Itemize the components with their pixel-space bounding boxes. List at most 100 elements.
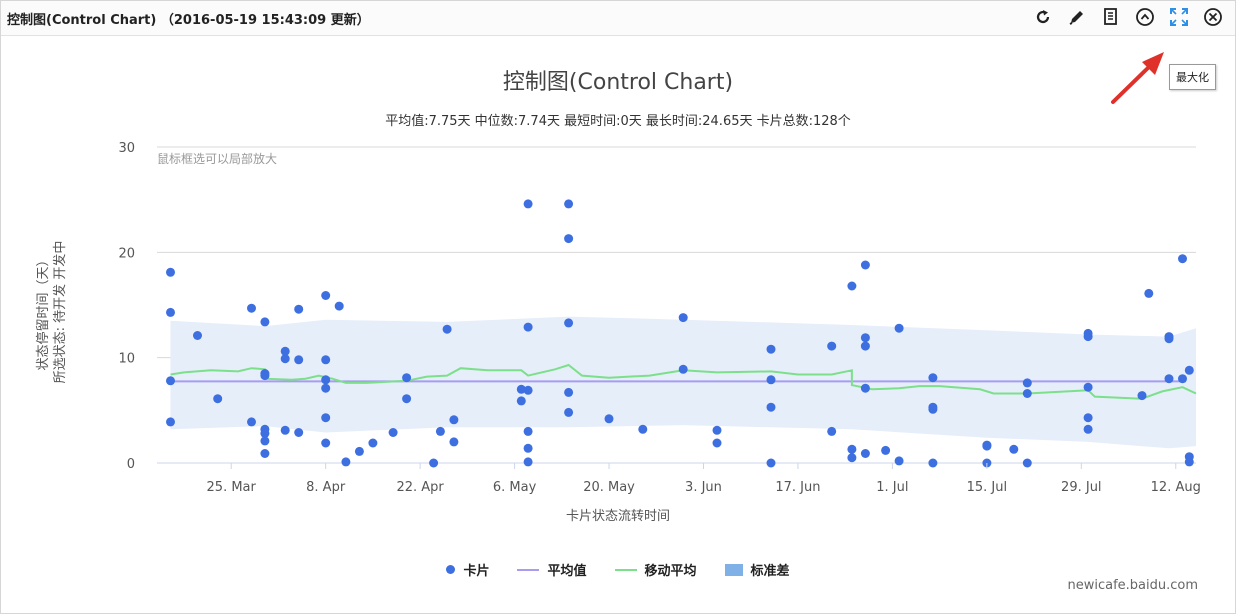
data-point [1009, 444, 1019, 454]
data-point [847, 444, 857, 454]
data-point [1164, 334, 1174, 344]
legend-box-icon [724, 563, 743, 576]
data-point [564, 199, 574, 209]
data-point [847, 453, 857, 463]
legend-line-icon [517, 568, 540, 571]
data-point [442, 324, 452, 334]
edit-icon[interactable] [1065, 5, 1089, 29]
data-point [166, 267, 175, 277]
data-point [1083, 332, 1093, 342]
legend-label-cards: 卡片 [463, 564, 490, 579]
data-point [1083, 382, 1093, 392]
data-point [928, 458, 938, 468]
data-point [321, 291, 331, 300]
data-point [894, 323, 904, 333]
data-point [166, 307, 175, 317]
x-tick-label: 29. Jul [1061, 480, 1102, 495]
legend-item-mean[interactable]: 平均值 [517, 560, 587, 579]
document-icon[interactable] [1099, 5, 1123, 29]
x-tick-label: 15. Jul [967, 480, 1008, 495]
legend-item-cards[interactable]: 卡片 [446, 560, 489, 579]
legend-label-stddev: 标准差 [750, 564, 790, 579]
data-point [280, 346, 290, 356]
y-axis-label-line-1: 状态停留时间（天） [36, 253, 51, 371]
legend-label-moving-avg: 移动平均 [644, 564, 697, 579]
data-point [827, 426, 837, 436]
data-point [280, 354, 290, 364]
data-point [1022, 389, 1032, 398]
data-point [449, 415, 459, 425]
data-point [429, 458, 439, 468]
data-point [847, 281, 857, 291]
data-point [402, 373, 412, 383]
data-point [564, 234, 574, 244]
data-point [766, 402, 776, 412]
x-tick-label: 12. Aug [1151, 480, 1201, 495]
legend-label-mean: 平均值 [547, 564, 587, 579]
legend-item-stddev[interactable]: 标准差 [724, 560, 790, 579]
data-point [166, 376, 175, 386]
data-point [260, 371, 270, 381]
data-point [260, 429, 270, 438]
data-point [860, 260, 870, 270]
data-point [321, 383, 331, 393]
data-point [678, 364, 688, 374]
data-point [449, 437, 459, 447]
data-point [1178, 254, 1187, 264]
data-point [766, 458, 776, 468]
data-point [388, 428, 398, 437]
data-point [334, 301, 344, 311]
data-point [860, 341, 870, 351]
data-point [247, 417, 256, 427]
data-point [341, 457, 351, 467]
y-tick-label: 30 [118, 141, 135, 156]
x-tick-label: 8. Apr [306, 480, 346, 495]
data-point [860, 449, 870, 458]
x-tick-label: 1. Jul [876, 480, 908, 495]
annotation-arrow-head [1142, 52, 1164, 75]
data-point [294, 304, 304, 314]
data-point [860, 333, 870, 343]
y-axis-label-line-2: 所选状态: 待开发 开发中 [53, 240, 68, 384]
x-tick-label: 25. Mar [207, 480, 257, 495]
data-point [247, 303, 256, 313]
data-point [321, 355, 331, 365]
data-point [294, 355, 304, 365]
close-icon[interactable] [1201, 5, 1225, 29]
data-point [516, 396, 526, 406]
y-tick-label: 20 [118, 246, 135, 261]
data-point [766, 344, 776, 354]
panel-title: 控制图(Control Chart) （2016-05-19 15:43:09 … [7, 13, 370, 28]
data-point [260, 436, 270, 446]
collapse-icon[interactable] [1133, 5, 1157, 29]
chart-subtitle: 平均值:7.75天 中位数:7.74天 最短时间:0天 最长时间:24.65天 … [385, 114, 851, 129]
data-point [1184, 365, 1194, 375]
data-point [523, 457, 533, 467]
refresh-icon[interactable] [1031, 5, 1055, 29]
data-point [523, 426, 533, 436]
data-point [1184, 457, 1194, 467]
data-point [678, 313, 688, 323]
data-point [928, 404, 938, 414]
data-point [827, 341, 837, 351]
data-point [928, 373, 938, 383]
data-point [894, 456, 904, 466]
legend-dot-icon [446, 565, 456, 574]
data-point [1178, 374, 1187, 384]
data-point [516, 384, 526, 394]
credit-link[interactable]: newicafe.baidu.com [1067, 578, 1198, 593]
data-point [260, 317, 270, 327]
panel-toolbar [1031, 5, 1225, 29]
zoom-hint: 鼠标框选可以局部放大 [157, 152, 278, 166]
x-tick-label: 3. Jun [685, 480, 722, 495]
data-point [1083, 413, 1093, 423]
data-point [881, 445, 891, 455]
x-tick-label: 6. May [493, 480, 537, 495]
data-point [321, 413, 331, 423]
legend-item-moving-avg[interactable]: 移动平均 [614, 560, 697, 579]
moving-average-line [170, 363, 1197, 400]
x-tick-label: 17. Jun [775, 480, 820, 495]
maximize-icon[interactable] [1167, 5, 1191, 29]
